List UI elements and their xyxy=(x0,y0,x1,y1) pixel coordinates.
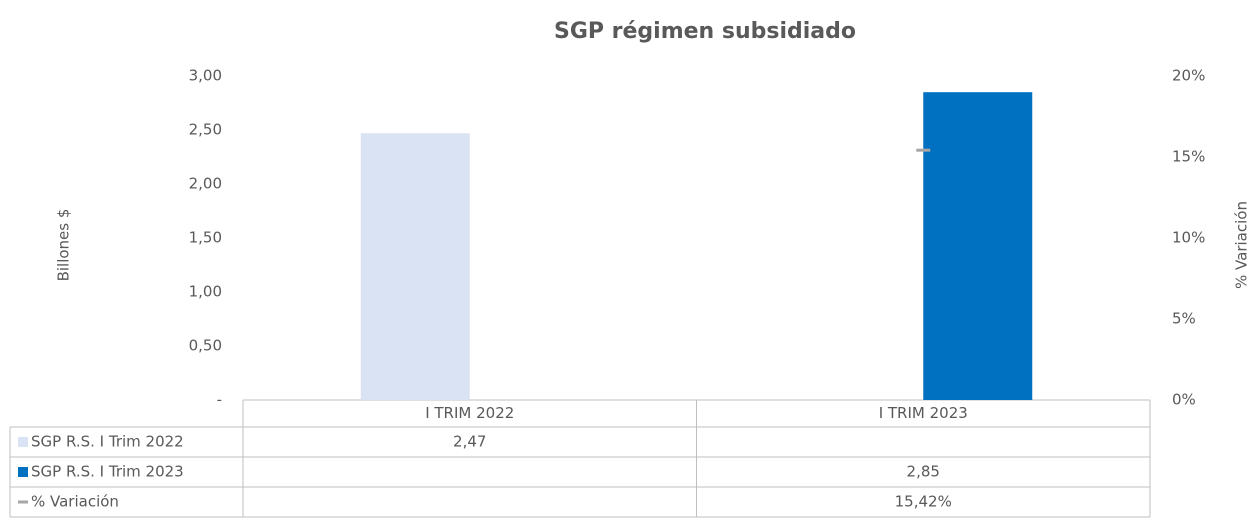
chart-title: SGP régimen subsidiado xyxy=(554,19,856,44)
data-label: 15,42% xyxy=(895,493,952,511)
x-tick-label: I TRIM 2023 xyxy=(879,404,968,422)
y-tick-label: 1,50 xyxy=(189,229,222,247)
y2-tick-label: 5% xyxy=(1172,310,1196,328)
bar xyxy=(360,133,470,401)
x-tick-label: I TRIM 2022 xyxy=(425,404,514,422)
y-tick-label: 3,00 xyxy=(189,67,222,85)
y2-axis-label: % Variación xyxy=(1233,201,1251,289)
y2-tick-label: 20% xyxy=(1172,67,1205,85)
legend-key xyxy=(18,437,28,447)
legend-key xyxy=(18,467,28,477)
y-tick-label: 1,00 xyxy=(189,283,222,301)
data-label: 2,47 xyxy=(453,433,486,451)
legend-label: SGP R.S. I Trim 2023 xyxy=(31,463,184,481)
y2-tick-label: 15% xyxy=(1172,148,1205,166)
legend-label: % Variación xyxy=(31,493,119,511)
y2-tick-label: 10% xyxy=(1172,229,1205,247)
y-tick-label: - xyxy=(217,391,222,409)
bar xyxy=(923,92,1033,400)
legend-label: SGP R.S. I Trim 2022 xyxy=(31,433,184,451)
y-tick-label: 2,50 xyxy=(189,121,222,139)
y-axis-label: Billones $ xyxy=(55,209,73,282)
y2-tick-label: 0% xyxy=(1172,391,1196,409)
data-label: 2,85 xyxy=(907,463,940,481)
y-tick-label: 2,00 xyxy=(189,175,222,193)
y-tick-label: 0,50 xyxy=(189,337,222,355)
